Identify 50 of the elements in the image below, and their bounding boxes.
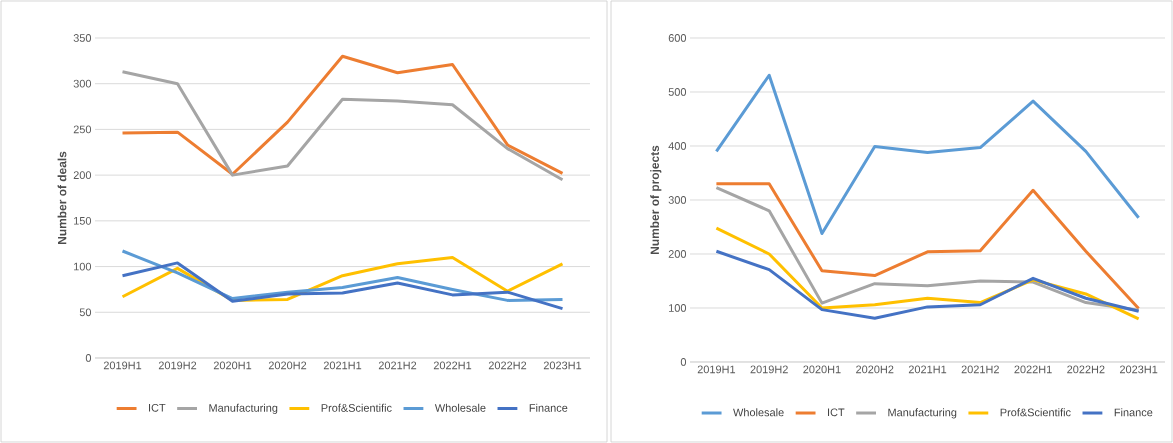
line-series xyxy=(714,73,1141,235)
x-tick-label: 2023H1 xyxy=(1119,365,1158,374)
y-tick-label: 500 xyxy=(668,88,687,96)
line-series xyxy=(121,54,564,176)
legend-label: Manufacturing xyxy=(209,403,278,414)
y-tick-label: 600 xyxy=(668,34,687,42)
y-tick-label: 150 xyxy=(74,216,92,225)
line-series xyxy=(121,70,564,182)
y-tick-label: 200 xyxy=(73,171,92,180)
legend-label: Wholesale xyxy=(733,408,784,417)
x-tick-label: 2019H1 xyxy=(697,365,736,374)
y-axis-title: Number of deals xyxy=(57,151,67,245)
x-tick-label: 2021H1 xyxy=(323,361,362,370)
y-tick-label: 250 xyxy=(73,125,92,134)
legend-label: Finance xyxy=(529,403,568,412)
x-tick-label: 2022H2 xyxy=(488,361,527,370)
x-tick-label: 2020H1 xyxy=(213,361,252,370)
legend-label: Prof&Scientific xyxy=(321,403,392,412)
legend-label: ICT xyxy=(149,403,166,412)
x-tick-label: 2022H1 xyxy=(1014,365,1052,374)
legend-label: ICT xyxy=(828,408,845,417)
x-tick-label: 2019H1 xyxy=(103,361,142,370)
line-series xyxy=(714,249,1141,320)
x-tick-label: 2022H1 xyxy=(433,361,472,370)
y-tick-label: 300 xyxy=(73,79,92,88)
x-tick-label: 2020H2 xyxy=(268,361,307,370)
y-tick-label: 400 xyxy=(668,142,687,150)
y-tick-label: 50 xyxy=(79,308,92,317)
y-tick-label: 350 xyxy=(73,34,92,42)
x-tick-label: 2020H1 xyxy=(803,365,841,374)
y-axis-title: Number of projects xyxy=(650,145,662,254)
legend-label: Manufacturing xyxy=(888,408,957,419)
x-tick-label: 2022H2 xyxy=(1067,365,1105,374)
x-tick-label: 2023H1 xyxy=(543,361,582,370)
y-tick-label: 100 xyxy=(74,262,92,271)
x-tick-label: 2019H2 xyxy=(750,365,788,374)
x-tick-label: 2019H2 xyxy=(158,361,197,370)
x-tick-label: 2021H1 xyxy=(908,365,947,374)
y-tick-label: 300 xyxy=(668,196,687,204)
x-tick-label: 2021H2 xyxy=(378,361,417,370)
y-tick-label: 200 xyxy=(668,250,687,258)
y-tick-label: 100 xyxy=(669,304,687,312)
y-tick-label: 0 xyxy=(85,354,92,362)
x-tick-label: 2020H2 xyxy=(856,365,894,374)
legend-label: Prof&Scientific xyxy=(1000,408,1071,417)
x-tick-label: 2021H2 xyxy=(961,365,999,374)
legend-label: Wholesale xyxy=(434,403,486,412)
line-series xyxy=(121,261,564,311)
legend-label: Finance xyxy=(1114,408,1153,417)
y-tick-label: 0 xyxy=(680,358,687,366)
